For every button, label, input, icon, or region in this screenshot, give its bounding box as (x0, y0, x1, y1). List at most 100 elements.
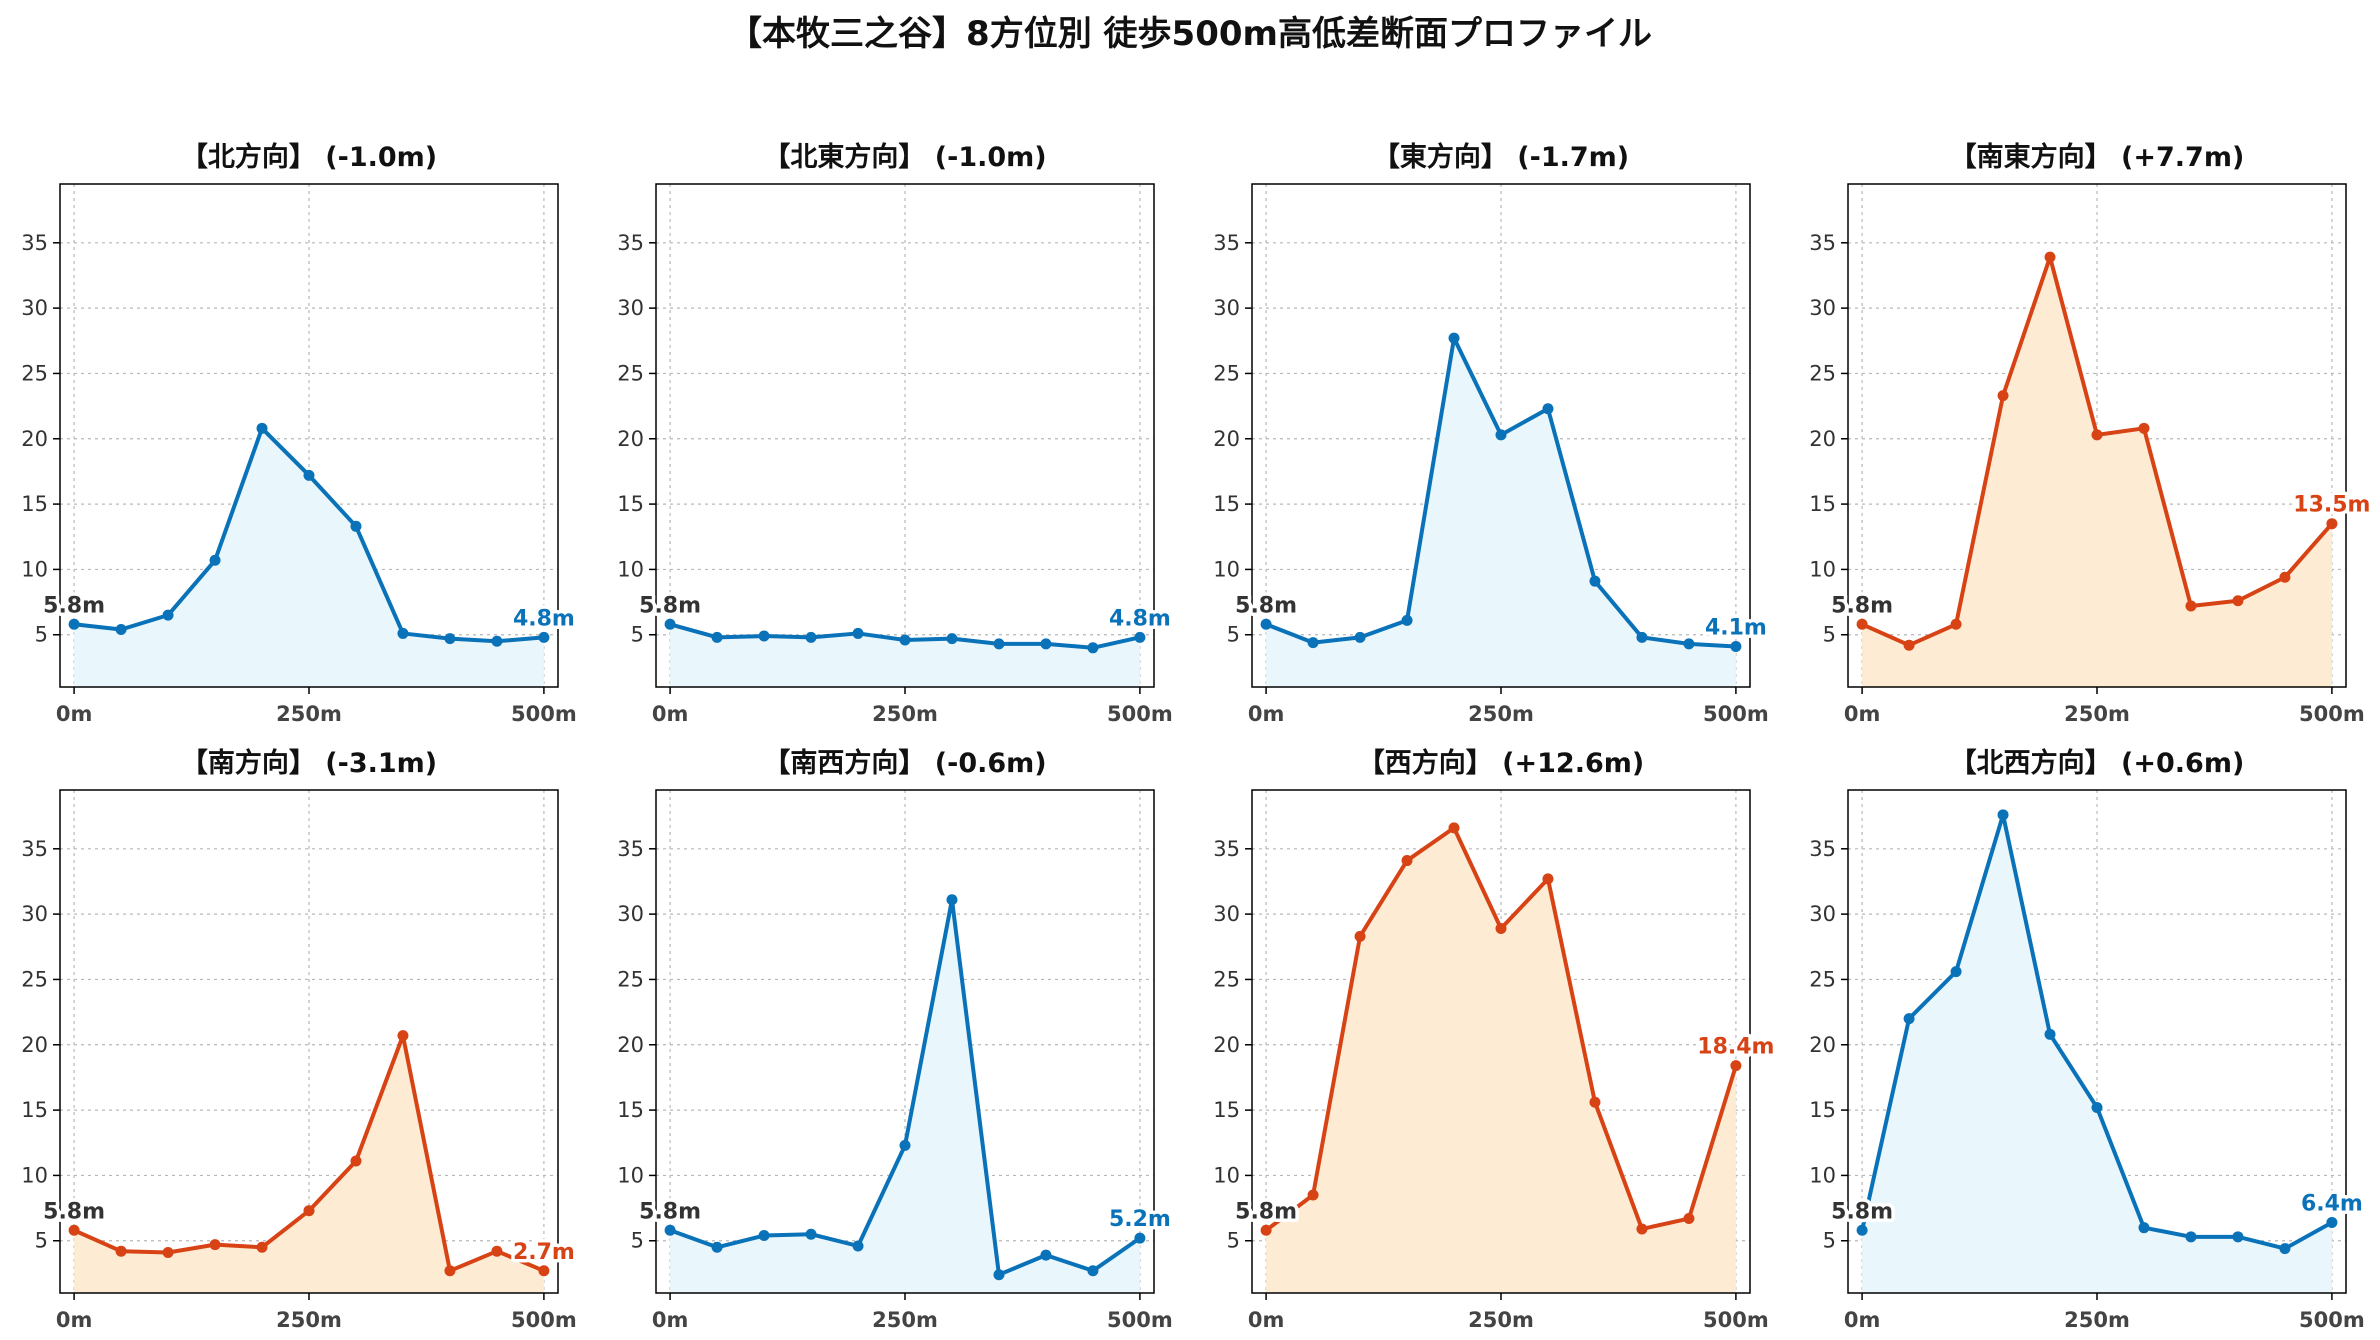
x-tick-label: 0m (1844, 1308, 1881, 1332)
start-elevation-label: 5.8m (1831, 1199, 1893, 1224)
y-tick-label: 15 (21, 1098, 48, 1122)
y-tick-label: 5 (35, 623, 48, 647)
data-point (1683, 638, 1695, 650)
data-point (491, 1245, 503, 1257)
data-point (1495, 922, 1507, 934)
x-tick-label: 500m (1703, 702, 1769, 726)
x-tick-label: 250m (1468, 702, 1534, 726)
data-point (1448, 822, 1460, 834)
y-tick-label: 30 (1809, 296, 1836, 320)
data-point (2279, 1243, 2291, 1255)
end-elevation-label: 4.8m (513, 606, 575, 631)
data-point (1589, 1096, 1601, 1108)
data-point (899, 1139, 911, 1151)
panel-6: 【南西方向】 (-0.6m) 5 10 15 20 25 30 35 0m 250m 500m 5.8… (617, 747, 1174, 1332)
data-point (1134, 1232, 1146, 1244)
data-point (2326, 1216, 2338, 1228)
y-tick-label: 20 (1809, 427, 1836, 451)
data-point (68, 618, 80, 630)
data-point (2326, 518, 2338, 530)
data-point (1260, 618, 1272, 630)
data-point (664, 618, 676, 630)
panel-2: 【北東方向】 (-1.0m) 5 10 15 20 25 30 35 0m 250m 500m 5.8… (617, 141, 1174, 726)
data-point (852, 627, 864, 639)
end-elevation-label: 6.4m (2301, 1191, 2363, 1216)
x-tick-label: 500m (2299, 702, 2365, 726)
panel-8: 【北西方向】 (+0.6m) 5 10 15 20 25 30 35 0m 250m 500m 5.8… (1809, 747, 2366, 1332)
y-tick-label: 10 (21, 1163, 48, 1187)
data-point (1307, 637, 1319, 649)
data-point (1040, 638, 1052, 650)
x-tick-label: 250m (276, 702, 342, 726)
data-point (444, 633, 456, 645)
start-elevation-label: 5.8m (1831, 593, 1893, 618)
y-tick-label: 30 (21, 296, 48, 320)
start-elevation-label: 5.8m (639, 1199, 701, 1224)
data-point (162, 609, 174, 621)
data-point (1636, 1223, 1648, 1235)
y-tick-label: 5 (1227, 1229, 1240, 1253)
y-tick-label: 5 (1227, 623, 1240, 647)
y-tick-label: 30 (1809, 902, 1836, 926)
data-point (1903, 1013, 1915, 1025)
y-tick-label: 30 (1213, 902, 1240, 926)
data-point (946, 894, 958, 906)
y-tick-label: 10 (617, 557, 644, 581)
data-point (758, 630, 770, 642)
data-point (397, 1030, 409, 1042)
x-tick-label: 250m (872, 702, 938, 726)
x-tick-label: 0m (1248, 702, 1285, 726)
data-point (711, 631, 723, 643)
y-tick-label: 30 (21, 902, 48, 926)
x-tick-label: 250m (1468, 1308, 1534, 1332)
panel-title: 【北東方向】 (-1.0m) (763, 141, 1046, 173)
end-elevation-label: 13.5m (2293, 493, 2370, 518)
data-point (538, 631, 550, 643)
area-fill (1862, 814, 2332, 1293)
y-tick-label: 15 (1213, 1098, 1240, 1122)
data-point (491, 635, 503, 647)
data-point (1448, 332, 1460, 344)
x-tick-label: 250m (2064, 1308, 2130, 1332)
y-tick-label: 20 (21, 1033, 48, 1057)
y-tick-label: 20 (1213, 427, 1240, 451)
data-point (303, 469, 315, 481)
y-tick-label: 25 (1213, 967, 1240, 991)
data-point (2279, 571, 2291, 583)
data-point (2044, 1028, 2056, 1040)
x-tick-label: 0m (1248, 1308, 1285, 1332)
y-tick-label: 5 (35, 1229, 48, 1253)
data-point (1495, 429, 1507, 441)
y-tick-label: 10 (1213, 1163, 1240, 1187)
data-point (1856, 618, 1868, 630)
data-point (1903, 639, 1915, 651)
y-tick-label: 5 (1823, 1229, 1836, 1253)
end-elevation-label: 4.1m (1705, 615, 1767, 640)
data-point (1354, 631, 1366, 643)
data-point (1636, 631, 1648, 643)
y-tick-label: 15 (617, 1098, 644, 1122)
y-tick-label: 20 (1213, 1033, 1240, 1057)
y-tick-label: 25 (617, 361, 644, 385)
start-elevation-label: 5.8m (1235, 593, 1297, 618)
data-point (350, 520, 362, 532)
data-point (1401, 614, 1413, 626)
x-tick-label: 500m (1107, 702, 1173, 726)
y-tick-label: 10 (21, 557, 48, 581)
area-fill (1266, 338, 1736, 687)
panel-title: 【南西方向】 (-0.6m) (763, 747, 1046, 779)
y-tick-label: 35 (1213, 837, 1240, 861)
data-point (2232, 1231, 2244, 1243)
end-elevation-label: 5.2m (1109, 1207, 1171, 1232)
data-point (993, 1269, 1005, 1281)
y-tick-label: 25 (21, 967, 48, 991)
panel-7: 【西方向】 (+12.6m) 5 10 15 20 25 30 35 0m 250m 500m 5.8… (1213, 747, 1778, 1332)
y-tick-label: 20 (617, 427, 644, 451)
data-point (1997, 809, 2009, 821)
data-point (1260, 1224, 1272, 1236)
y-tick-label: 15 (1809, 1098, 1836, 1122)
data-point (1950, 966, 1962, 978)
data-point (209, 554, 221, 566)
y-tick-label: 35 (21, 231, 48, 255)
